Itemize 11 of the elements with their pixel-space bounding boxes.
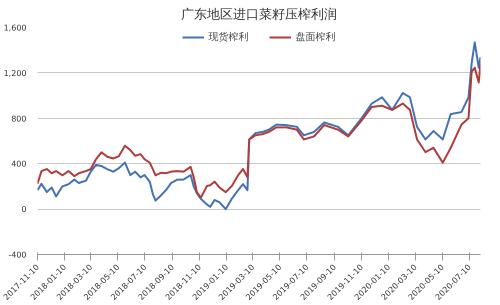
y-tick-label: 800	[11, 114, 27, 124]
y-tick-label: 400	[11, 160, 27, 169]
y-tick-label: 0	[21, 205, 27, 214]
y-tick-label: 1,600	[4, 24, 27, 32]
y-tick-label: -400	[8, 250, 26, 260]
line-series	[38, 41, 480, 210]
legend-label: 盘面榨利	[296, 30, 336, 44]
legend-label: 现货榨利	[208, 30, 248, 44]
line-series	[38, 62, 480, 199]
chart-title: 广东地区进口菜籽压榨利润	[181, 8, 337, 22]
y-tick-label: 1,200	[4, 68, 27, 78]
